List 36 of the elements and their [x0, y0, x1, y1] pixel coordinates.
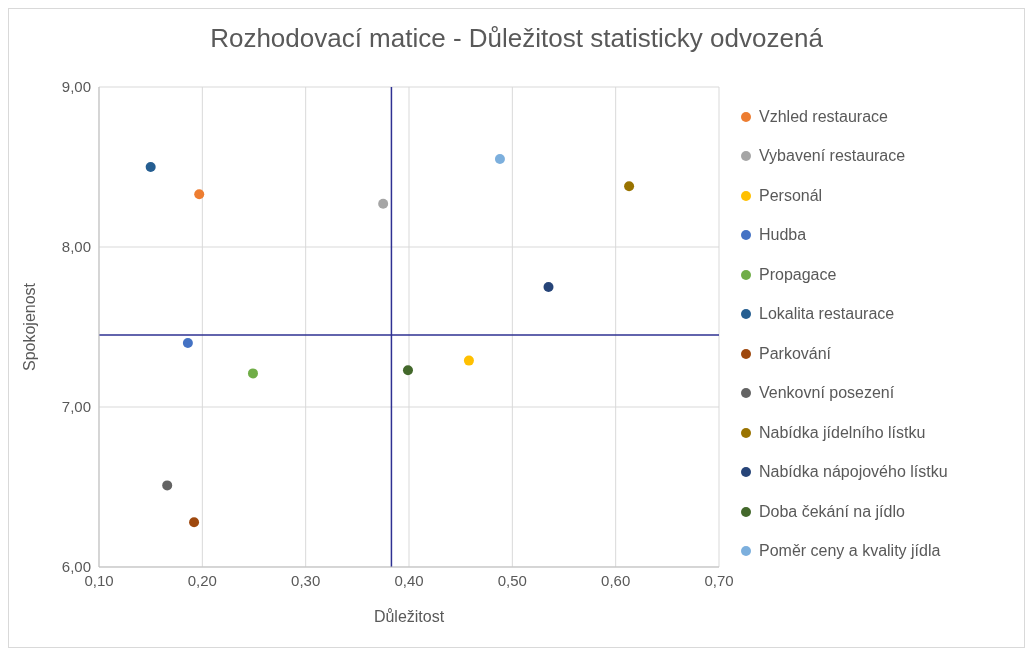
legend-label: Nabídka jídelního lístku: [759, 423, 926, 442]
point: [189, 517, 200, 528]
legend-label: Lokalita restaurace: [759, 305, 895, 324]
x-tick-label: 0,70: [704, 571, 734, 589]
legend-label: Doba čekání na jídlo: [759, 502, 905, 521]
legend-label: Hudba: [759, 226, 807, 245]
point: [145, 162, 156, 172]
legend-label: Venkovní posezení: [759, 384, 895, 403]
point: [494, 154, 505, 164]
x-tick-label: 0,50: [497, 571, 527, 589]
point: [402, 365, 413, 376]
legend-label: Nabídka nápojového lístku: [759, 463, 948, 482]
legend-label: Parkování: [759, 344, 832, 363]
point: [378, 198, 389, 209]
legend-label: Propagace: [759, 265, 837, 284]
point: [182, 338, 193, 348]
legend-label: Personál: [759, 186, 823, 205]
x-axis-title: Důležitost: [373, 608, 445, 625]
legend-label: Vzhled restaurace: [759, 107, 888, 126]
point: [463, 355, 474, 366]
legend-label: Poměr ceny a kvality jídla: [759, 542, 941, 561]
x-tick-label: 0,20: [187, 571, 217, 589]
point: [543, 282, 554, 292]
point: [162, 480, 173, 491]
x-tick-label: 0,40: [394, 571, 424, 589]
x-tick-label: 0,60: [601, 571, 631, 589]
y-axis-title: Spokojenost: [20, 282, 38, 372]
point: [624, 181, 635, 192]
y-tick-label: 8,00: [61, 238, 91, 256]
chart-title: Rozhodovací matice - Důležitost statisticky odvozená: [209, 22, 824, 55]
y-tick-label: 9,00: [61, 78, 91, 96]
legend-label: Vybavení restaurace: [759, 147, 906, 166]
y-tick-label: 7,00: [61, 398, 91, 416]
point: [247, 368, 258, 379]
point: [194, 189, 205, 200]
x-tick-label: 0,30: [291, 571, 321, 589]
